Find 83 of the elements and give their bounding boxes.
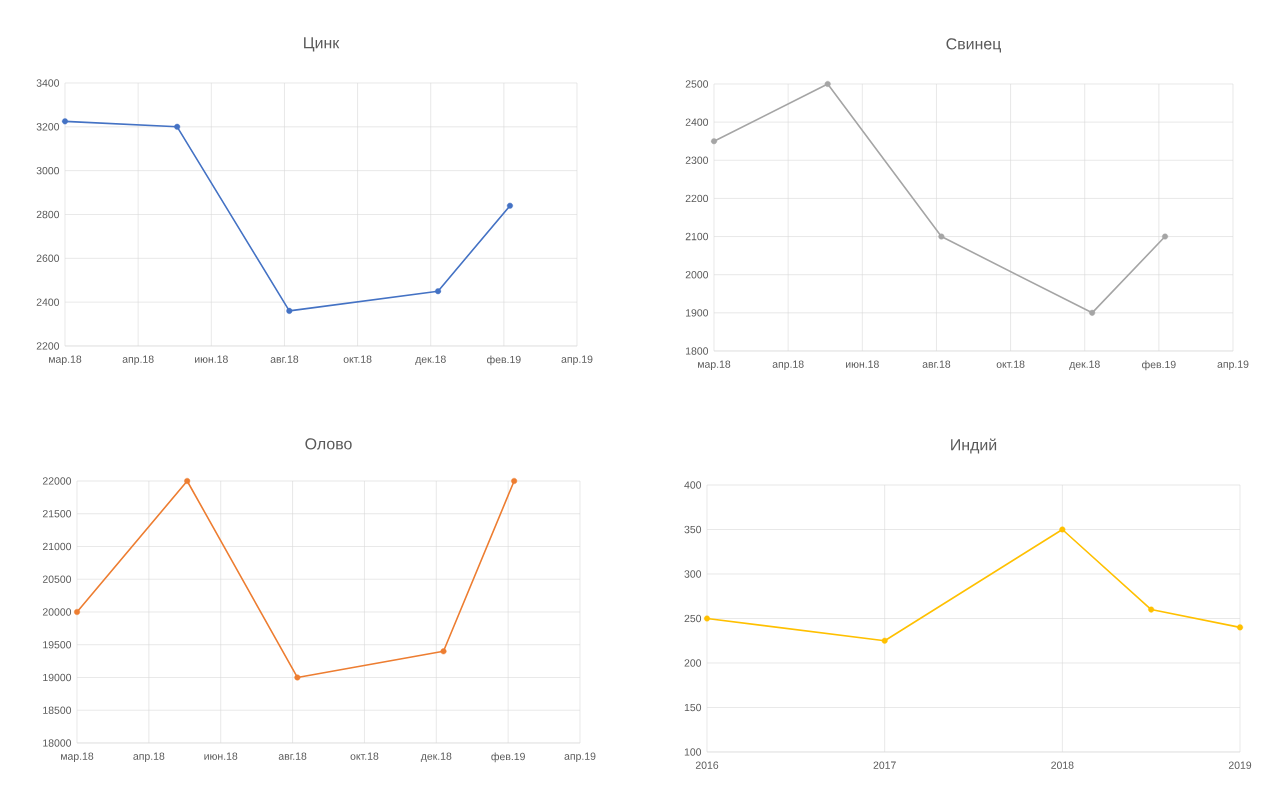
x-tick-label: апр.19: [564, 752, 596, 762]
x-tick-label: апр.18: [772, 360, 804, 370]
x-tick-label: апр.19: [1217, 360, 1249, 370]
x-tick-label: 2019: [1228, 761, 1252, 769]
point: [174, 123, 181, 130]
point: [294, 674, 301, 681]
x-tick-label: мар.18: [49, 355, 82, 365]
y-tick-label: 21000: [42, 542, 72, 551]
point: [1059, 526, 1066, 533]
point: [1089, 309, 1096, 316]
y-tick-label: 3000: [36, 166, 60, 175]
y-tick-label: 1900: [686, 309, 709, 317]
x-tick-label: июн.18: [195, 355, 228, 363]
y-tick-label: 19500: [43, 641, 72, 649]
y-tick-label: 2300: [685, 156, 709, 164]
y-tick-label: 350: [684, 525, 702, 534]
point: [286, 307, 293, 314]
y-tick-label: 100: [684, 748, 702, 756]
x-tick-label: дек.18: [415, 355, 446, 365]
x-tick-label: июн.18: [846, 360, 879, 368]
y-tick-label: 2400: [36, 298, 60, 306]
point: [74, 608, 81, 615]
y-tick-label: 3400: [36, 79, 60, 87]
chart-title: Цинк: [304, 37, 340, 52]
y-tick-label: 2000: [685, 271, 709, 279]
y-tick-label: 21500: [42, 510, 72, 518]
y-tick-label: 18500: [43, 706, 72, 714]
y-tick-label: 2400: [685, 118, 709, 126]
y-tick-label: 20000: [42, 608, 72, 616]
x-tick-label: окт.18: [343, 355, 372, 363]
point: [824, 80, 831, 87]
x-tick-label: окт.18: [996, 360, 1025, 368]
y-tick-label: 2100: [685, 232, 709, 241]
y-tick-label: 2800: [36, 210, 60, 219]
x-tick-label: дек.18: [1069, 360, 1100, 370]
x-tick-label: авг.18: [270, 355, 299, 363]
x-tick-label: 2018: [1051, 761, 1074, 769]
point: [1237, 624, 1244, 631]
y-tick-label: 20500: [42, 575, 72, 583]
x-tick-label: апр.18: [122, 355, 154, 365]
y-tick-label: 2600: [36, 254, 60, 263]
point: [1162, 233, 1169, 240]
point: [881, 637, 888, 644]
x-tick-label: мар.18: [698, 360, 731, 370]
point: [506, 202, 513, 209]
y-tick-label: 200: [684, 659, 702, 667]
point: [711, 138, 718, 145]
y-tick-label: 300: [684, 570, 702, 578]
x-tick-label: фев.19: [491, 752, 525, 763]
chart-title: Олово: [305, 438, 352, 450]
y-tick-label: 19000: [43, 673, 72, 682]
y-tick-label: 2500: [685, 80, 709, 88]
x-tick-label: апр.19: [561, 355, 593, 365]
y-tick-label: 3200: [36, 123, 60, 131]
y-tick-label: 400: [684, 481, 702, 489]
x-tick-label: авг.18: [278, 752, 307, 760]
point: [1148, 606, 1155, 613]
x-tick-label: окт.18: [350, 752, 379, 760]
x-tick-label: фев.19: [1142, 360, 1176, 371]
x-tick-label: июн.18: [204, 752, 238, 760]
x-tick-label: 2016: [695, 761, 719, 769]
y-tick-label: 150: [684, 703, 702, 712]
y-tick-label: 2200: [685, 194, 709, 203]
point: [184, 477, 191, 484]
point: [435, 288, 442, 295]
point: [938, 233, 945, 240]
chart-title: Свинец: [946, 38, 1001, 53]
x-tick-label: фев.19: [487, 355, 521, 366]
y-tick-label: 2200: [36, 342, 60, 350]
y-tick-label: 18000: [43, 739, 72, 747]
y-tick-label: 250: [684, 614, 702, 623]
y-tick-label: 22000: [42, 477, 72, 485]
x-tick-label: дек.18: [420, 752, 452, 762]
point: [704, 615, 711, 622]
point: [440, 648, 447, 655]
point: [511, 477, 518, 484]
x-tick-label: мар.18: [61, 752, 94, 762]
chart-title: Индий: [951, 438, 997, 454]
y-tick-label: 1800: [686, 347, 709, 355]
x-tick-label: апр.18: [133, 752, 165, 762]
point: [62, 118, 69, 125]
x-tick-label: 2017: [873, 761, 896, 769]
x-tick-label: авг.18: [922, 360, 951, 368]
